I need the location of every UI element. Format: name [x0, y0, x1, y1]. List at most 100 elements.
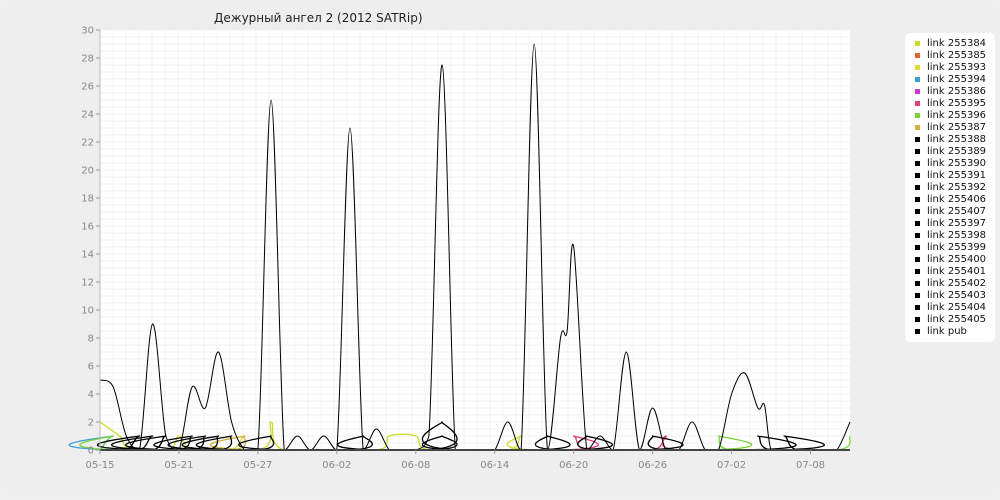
legend-item: link 255393 [915, 61, 989, 73]
legend-swatch [915, 292, 920, 298]
legend-swatch [915, 88, 920, 94]
legend-swatch [915, 268, 920, 274]
legend-label: link 255397 [927, 217, 987, 229]
y-tick-label: 6 [88, 362, 94, 373]
y-tick-label: 14 [81, 250, 94, 261]
y-tick-label: 20 [81, 166, 94, 177]
legend-swatch [915, 304, 920, 310]
legend-label: link 255395 [927, 97, 987, 109]
legend-label: link 255392 [927, 181, 987, 193]
legend-item: link 255398 [915, 229, 989, 241]
legend-label: link 255391 [927, 169, 987, 181]
legend-item: link 255389 [915, 145, 989, 157]
legend-item: link 255387 [915, 121, 989, 133]
y-tick-label: 18 [81, 194, 94, 205]
y-tick-label: 28 [81, 54, 94, 65]
legend-item: link 255402 [915, 277, 989, 289]
legend-item: link 255400 [915, 253, 989, 265]
legend-swatch [915, 148, 920, 154]
y-tick-label: 16 [81, 222, 94, 233]
legend-item: link 255388 [915, 133, 989, 145]
grid-lines [99, 29, 850, 451]
x-tick-label: 07-02 [717, 460, 746, 471]
x-tick-label: 07-08 [796, 460, 825, 471]
legend-label: link 255393 [927, 61, 987, 73]
legend-swatch [915, 136, 920, 142]
legend-label: link 255406 [927, 193, 987, 205]
legend-label: link 255389 [927, 145, 987, 157]
legend-item: link 255405 [915, 313, 989, 325]
y-tick-label: 22 [81, 138, 94, 149]
legend-label: link 255405 [927, 313, 987, 325]
y-tick-label: 30 [81, 26, 94, 37]
legend-label: link pub [927, 325, 967, 337]
legend-swatch [915, 172, 920, 178]
legend-swatch [915, 256, 920, 262]
legend-swatch [915, 208, 920, 214]
legend-item: link pub [915, 325, 989, 337]
x-tick-label: 06-26 [638, 460, 667, 471]
legend-label: link 255399 [927, 241, 987, 253]
legend-swatch [915, 160, 920, 166]
legend-swatch [915, 328, 920, 334]
legend-item: link 255407 [915, 205, 989, 217]
legend-swatch [915, 244, 920, 250]
legend-item: link 255394 [915, 73, 989, 85]
legend-item: link 255401 [915, 265, 989, 277]
legend-item: link 255385 [915, 49, 989, 61]
legend-item: link 255386 [915, 85, 989, 97]
legend-label: link 255396 [927, 109, 987, 121]
y-tick-label: 26 [81, 82, 94, 93]
x-tick-label: 05-27 [243, 460, 272, 471]
y-tick-label: 12 [81, 278, 94, 289]
legend-label: link 255386 [927, 85, 987, 97]
legend-swatch [915, 112, 920, 118]
legend-item: link 255384 [915, 37, 989, 49]
legend-label: link 255390 [927, 157, 987, 169]
legend-item: link 255404 [915, 301, 989, 313]
x-tick-label: 06-08 [401, 460, 430, 471]
legend-label: link 255385 [927, 49, 987, 61]
x-tick-label: 06-20 [559, 460, 588, 471]
legend-swatch [915, 184, 920, 190]
x-tick-label: 06-14 [480, 460, 509, 471]
legend-swatch [915, 100, 920, 106]
legend-item: link 255390 [915, 157, 989, 169]
legend-label: link 255384 [927, 37, 987, 49]
y-tick-label: 8 [88, 334, 94, 345]
x-tick-label: 05-15 [85, 460, 114, 471]
legend-swatch [915, 124, 920, 130]
legend-swatch [915, 196, 920, 202]
legend-label: link 255398 [927, 229, 987, 241]
chart-panel: 0 2 4 6 8 10 12 14 16 18 20 22 24 26 28 30 05-15 05-21 05-… [6, 6, 995, 494]
y-tick-label: 24 [81, 110, 94, 121]
legend-label: link 255402 [927, 277, 987, 289]
legend-swatch [915, 52, 920, 58]
legend-label: link 255388 [927, 133, 987, 145]
legend-label: link 255403 [927, 289, 987, 301]
legend-swatch [915, 64, 920, 70]
legend-label: link 255387 [927, 121, 987, 133]
y-tick-label: 2 [88, 418, 94, 429]
chart-title: Дежурный ангел 2 (2012 SATRip) [214, 11, 423, 25]
y-tick-label: 0 [88, 446, 94, 457]
legend-item: link 255391 [915, 169, 989, 181]
legend-label: link 255394 [927, 73, 987, 85]
legend-swatch [915, 232, 920, 238]
legend-item: link 255403 [915, 289, 989, 301]
legend-swatch [915, 220, 920, 226]
legend-swatch [915, 76, 920, 82]
legend-item: link 255395 [915, 97, 989, 109]
legend-label: link 255401 [927, 265, 987, 277]
legend: link 255384 link 255385 link 255393 link 25… [905, 33, 995, 342]
x-tick-label: 06-02 [322, 460, 351, 471]
legend-swatch [915, 40, 920, 46]
legend-item: link 255392 [915, 181, 989, 193]
legend-item: link 255397 [915, 217, 989, 229]
legend-item: link 255399 [915, 241, 989, 253]
legend-item: link 255406 [915, 193, 989, 205]
legend-item: link 255396 [915, 109, 989, 121]
y-tick-label: 4 [88, 390, 94, 401]
